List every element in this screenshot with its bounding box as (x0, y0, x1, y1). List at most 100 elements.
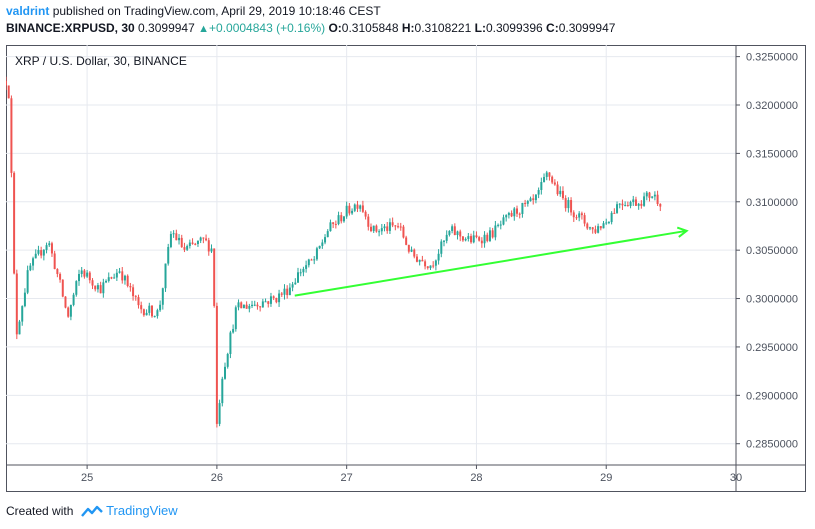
candle-down (659, 203, 662, 207)
candle-down (191, 242, 194, 244)
trend-line (294, 226, 689, 297)
candle-up (359, 205, 362, 209)
candle-up (78, 273, 80, 282)
candle-up (32, 258, 35, 266)
candle-down (132, 287, 135, 297)
candle-down (126, 275, 129, 287)
candle-up (178, 237, 181, 241)
candle-down (205, 238, 208, 241)
candle-up (169, 233, 172, 248)
candle-down (142, 309, 145, 316)
candle-down (391, 222, 394, 226)
candle-down (426, 266, 429, 269)
candle-up (107, 277, 110, 281)
author-name[interactable]: valdrint (6, 4, 50, 18)
trend-line-segment (294, 229, 687, 297)
candle-down (613, 212, 616, 214)
candle-up (418, 259, 421, 262)
candle-down (110, 277, 113, 279)
candle-down (399, 226, 402, 228)
candle-up (307, 259, 310, 266)
candle-down (572, 212, 575, 218)
candle-down (275, 297, 278, 303)
candle-up (42, 249, 45, 256)
y-tick-label: 0.2950000 (746, 342, 798, 354)
candle-up (494, 225, 497, 238)
candle-down (510, 212, 513, 217)
candle-down (461, 236, 464, 241)
y-tick-label: 0.3200000 (746, 100, 798, 112)
y-tick-label: 0.3150000 (746, 148, 798, 160)
close-label: C: (546, 21, 559, 35)
high-label: H: (401, 21, 415, 35)
candle-down (361, 205, 364, 212)
low-label: L: (474, 21, 486, 35)
candle-down (91, 280, 94, 286)
candle-down (15, 273, 18, 335)
candle-down (94, 285, 97, 290)
candle-down (551, 176, 554, 183)
x-tick-label: 28 (470, 472, 482, 484)
candle-up (305, 265, 308, 269)
candle-up (326, 231, 329, 238)
candle-up (118, 271, 121, 273)
candle-down (310, 259, 313, 261)
candle-down (407, 244, 410, 252)
candle-down (267, 301, 270, 304)
candle-down (561, 190, 564, 199)
candle-down (121, 271, 124, 281)
candle-down (475, 235, 478, 238)
candle-up (607, 222, 610, 224)
candle-up (651, 196, 654, 198)
candle-down (524, 202, 527, 204)
candle-down (50, 243, 53, 254)
grid-lines (6, 45, 737, 465)
candle-down (570, 200, 573, 213)
candle-down (13, 172, 16, 274)
candle-down (375, 225, 378, 232)
candle-down (151, 305, 153, 317)
candle-down (40, 250, 43, 256)
candle-up (315, 248, 318, 260)
candle-down (137, 297, 140, 306)
candle-down (10, 98, 13, 173)
candle-down (580, 213, 583, 216)
candle-down (648, 192, 651, 198)
candle-up (248, 306, 251, 309)
candle-up (224, 366, 226, 379)
candle-up (632, 199, 635, 203)
candle-down (470, 236, 473, 243)
candle-up (18, 321, 21, 335)
candle-down (491, 230, 494, 238)
candle-up (502, 217, 505, 225)
candle-down (413, 249, 416, 257)
candle-down (621, 203, 624, 206)
candle-up (96, 285, 99, 290)
candle-up (229, 332, 232, 354)
candle-up (443, 240, 445, 242)
candle-up (145, 312, 148, 316)
tradingview-brand[interactable]: TradingView (106, 503, 178, 518)
candle-up (378, 231, 381, 233)
candle-up (161, 288, 164, 305)
candle-down (591, 227, 594, 230)
candle-down (6, 80, 7, 86)
y-tick-label: 0.2900000 (746, 390, 798, 402)
candle-up (80, 270, 83, 274)
candle-down (256, 304, 259, 307)
candle-up (448, 230, 451, 235)
candle-up (329, 222, 332, 232)
candle-up (559, 190, 562, 195)
candle-down (394, 225, 397, 227)
candle-down (53, 253, 56, 270)
price-chart[interactable]: 0.3250000 0.3200000 0.3150000 0.3100000 0.30… (6, 45, 806, 492)
candle-down (272, 296, 275, 298)
candle-up (75, 281, 78, 295)
candle-up (618, 203, 621, 205)
candle-up (251, 304, 254, 307)
candle-up (507, 212, 510, 216)
candle-up (234, 307, 237, 330)
candle-up (410, 249, 413, 252)
candle-up (37, 250, 40, 254)
symbol-label: BINANCE:XRPUSD, 30 (6, 21, 135, 35)
